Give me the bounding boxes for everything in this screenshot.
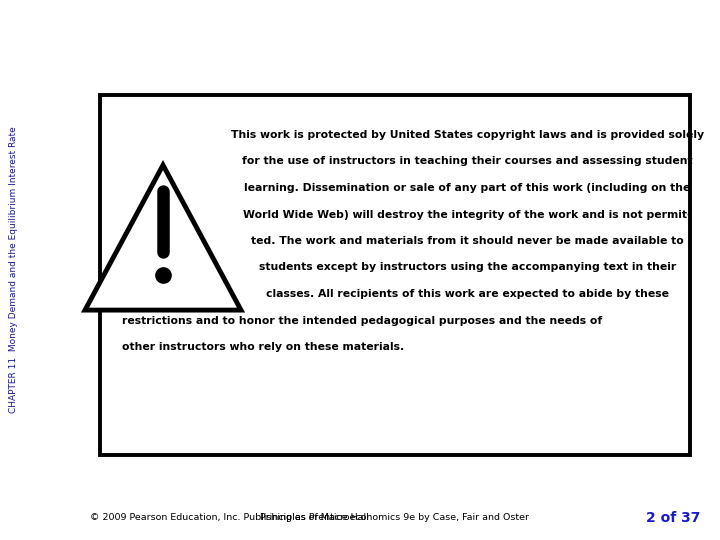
Text: CHAPTER 11  Money Demand and the Equilibrium Interest Rate: CHAPTER 11 Money Demand and the Equilibr…: [9, 126, 19, 414]
Text: other instructors who rely on these materials.: other instructors who rely on these mate…: [122, 342, 404, 352]
Text: World Wide Web) will destroy the integrity of the work and is not permit-: World Wide Web) will destroy the integri…: [243, 210, 692, 219]
Text: learning. Dissemination or sale of any part of this work (including on the: learning. Dissemination or sale of any p…: [244, 183, 690, 193]
Text: for the use of instructors in teaching their courses and assessing student: for the use of instructors in teaching t…: [242, 157, 693, 166]
Polygon shape: [85, 165, 241, 310]
Text: 2 of 37: 2 of 37: [646, 511, 700, 525]
Text: This work is protected by United States copyright laws and is provided solely: This work is protected by United States …: [231, 130, 704, 140]
Text: Principles of Macroeconomics 9e by Case, Fair and Oster: Principles of Macroeconomics 9e by Case,…: [261, 514, 529, 523]
Text: ted. The work and materials from it should never be made available to: ted. The work and materials from it shou…: [251, 236, 684, 246]
Text: restrictions and to honor the intended pedagogical purposes and the needs of: restrictions and to honor the intended p…: [122, 315, 602, 326]
Text: © 2009 Pearson Education, Inc. Publishing as Prentice Hall: © 2009 Pearson Education, Inc. Publishin…: [90, 514, 369, 523]
Text: students except by instructors using the accompanying text in their: students except by instructors using the…: [259, 262, 676, 273]
FancyBboxPatch shape: [100, 95, 690, 455]
Text: classes. All recipients of this work are expected to abide by these: classes. All recipients of this work are…: [266, 289, 669, 299]
